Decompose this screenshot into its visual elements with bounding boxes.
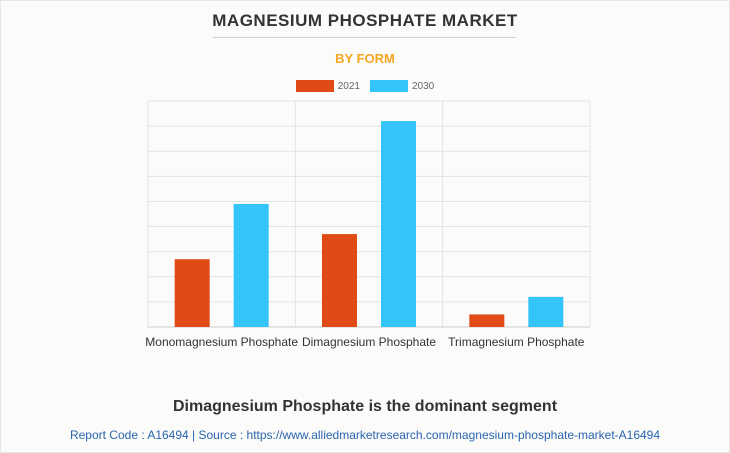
- bar-2021-monomagnesium-phosphate: [174, 259, 210, 327]
- bar-2021-dimagnesium-phosphate: [322, 234, 357, 327]
- legend-label-2030: 2030: [412, 80, 435, 92]
- legend: 2021 2030: [0, 80, 730, 92]
- legend-swatch-2021: [295, 80, 334, 92]
- legend-swatch-2030: [370, 80, 408, 92]
- legend-label-2021: 2021: [337, 80, 360, 92]
- bar-2030-trimagnesium-phosphate: [528, 296, 564, 327]
- title-divider: [213, 37, 516, 38]
- legend-item-2021[interactable]: 2021: [295, 80, 360, 92]
- source-link[interactable]: Report Code : A16494 | Source : https://…: [69, 428, 661, 442]
- chart-caption: Dimagnesium Phosphate is the dominant se…: [172, 398, 558, 415]
- legend-item-2030[interactable]: 2030: [370, 80, 434, 92]
- bar-2030-monomagnesium-phosphate: [233, 203, 269, 327]
- x-tick-label: Dimagnesium Phosphate: [302, 335, 436, 349]
- chart-subtitle: BY FORM: [335, 51, 395, 66]
- x-tick-label: Trimagnesium Phosphate: [448, 335, 585, 349]
- bar-2021-trimagnesium-phosphate: [469, 314, 505, 327]
- chart-title: MAGNESIUM PHOSPHATE MARKET: [212, 11, 518, 30]
- x-tick-label: Monomagnesium Phosphate: [145, 335, 298, 349]
- bar-2030-dimagnesium-phosphate: [381, 121, 416, 327]
